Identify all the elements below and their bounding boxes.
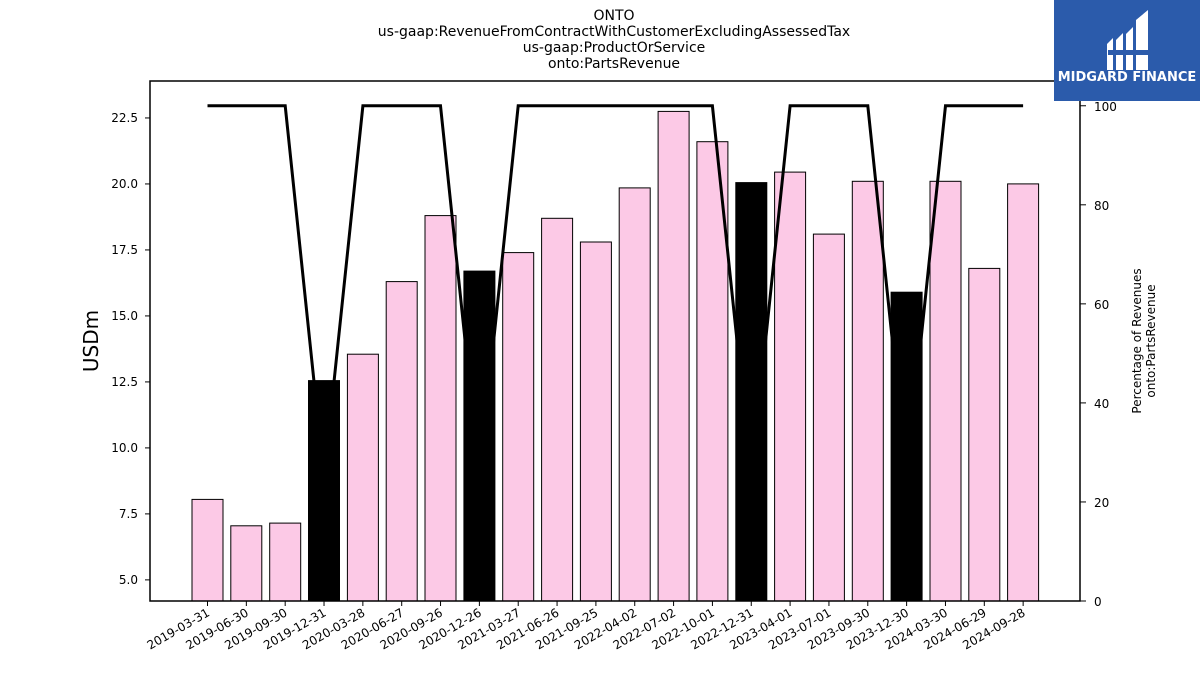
y-axis-label: USDm bbox=[79, 310, 103, 372]
y2-tick-label-20: 20 bbox=[1094, 496, 1109, 510]
bar-2021-09-25 bbox=[579, 241, 612, 602]
bar-2023-09-30 bbox=[851, 180, 884, 602]
bar-2022-12-31 bbox=[735, 182, 768, 602]
y2-axis-label-line-2: onto:PartsRevenue bbox=[1144, 284, 1158, 397]
chart-title: ONTO us-gaap:RevenueFromContractWithCust… bbox=[378, 8, 850, 72]
y2-axis-label: Percentage of Revenues onto:PartsRevenue bbox=[1130, 268, 1158, 413]
midgard-finance-logo: MIDGARD FINANCE bbox=[1054, 0, 1200, 101]
bar-2023-04-01 bbox=[774, 171, 807, 602]
percentage-line-series bbox=[207, 104, 1024, 478]
y-tick-label-5: 5.0 bbox=[119, 573, 138, 587]
bar-2019-06-30 bbox=[230, 525, 263, 602]
bar-2020-09-26 bbox=[424, 215, 457, 602]
bar-2019-09-30 bbox=[269, 522, 302, 602]
y2-axis-label-line-1: Percentage of Revenues bbox=[1130, 268, 1144, 413]
y2-tick-label-80: 80 bbox=[1094, 199, 1109, 213]
x-axis: 2019-03-312019-06-302019-09-302019-12-31… bbox=[145, 601, 1028, 652]
title-line-1: ONTO bbox=[593, 8, 634, 24]
y-tick-label-20: 20.0 bbox=[111, 177, 138, 191]
bar-2021-03-27 bbox=[502, 252, 535, 602]
logo-mark-icon bbox=[1107, 10, 1148, 70]
logo-text: MIDGARD FINANCE bbox=[1058, 70, 1197, 85]
y-tick-label-12.5: 12.5 bbox=[111, 375, 138, 389]
title-line-3: us-gaap:ProductOrService bbox=[523, 40, 706, 56]
title-line-2: us-gaap:RevenueFromContractWithCustomerE… bbox=[378, 24, 850, 40]
percentage-line bbox=[207, 104, 1024, 478]
bar-series bbox=[191, 110, 1040, 602]
y2-tick-label-100: 100 bbox=[1094, 100, 1117, 114]
bar-2019-03-31 bbox=[191, 498, 224, 602]
title-line-4: onto:PartsRevenue bbox=[548, 56, 680, 72]
bar-2023-07-01 bbox=[812, 233, 845, 602]
y-tick-label-17.5: 17.5 bbox=[111, 243, 138, 257]
bar-2021-06-26 bbox=[541, 217, 574, 602]
y-tick-label-10: 10.0 bbox=[111, 441, 138, 455]
bar-2022-04-02 bbox=[618, 187, 651, 602]
bar-2022-07-02 bbox=[657, 110, 690, 602]
bar-2020-03-28 bbox=[346, 353, 379, 602]
y-tick-label-22.5: 22.5 bbox=[111, 111, 138, 125]
bar-2023-12-30 bbox=[890, 291, 923, 602]
y-axis-left: 5.0 7.5 10.0 12.5 15.0 17.5 20.0 22.5 bbox=[111, 111, 150, 587]
bar-2024-06-29 bbox=[968, 267, 1001, 602]
y2-tick-label-60: 60 bbox=[1094, 298, 1109, 312]
bar-2019-12-31 bbox=[308, 380, 340, 602]
y2-tick-label-0: 0 bbox=[1094, 595, 1102, 609]
y-axis-right: 0 20 40 60 80 100 bbox=[1080, 100, 1117, 609]
bar-2024-09-28 bbox=[1007, 183, 1040, 602]
bar-2020-06-27 bbox=[385, 281, 418, 602]
y-tick-label-7.5: 7.5 bbox=[119, 507, 138, 521]
y2-tick-label-40: 40 bbox=[1094, 397, 1109, 411]
plot-frame bbox=[149, 80, 1081, 602]
bar-2020-12-26 bbox=[463, 270, 496, 602]
bar-2024-03-30 bbox=[929, 180, 962, 602]
y-tick-label-15: 15.0 bbox=[111, 309, 138, 323]
